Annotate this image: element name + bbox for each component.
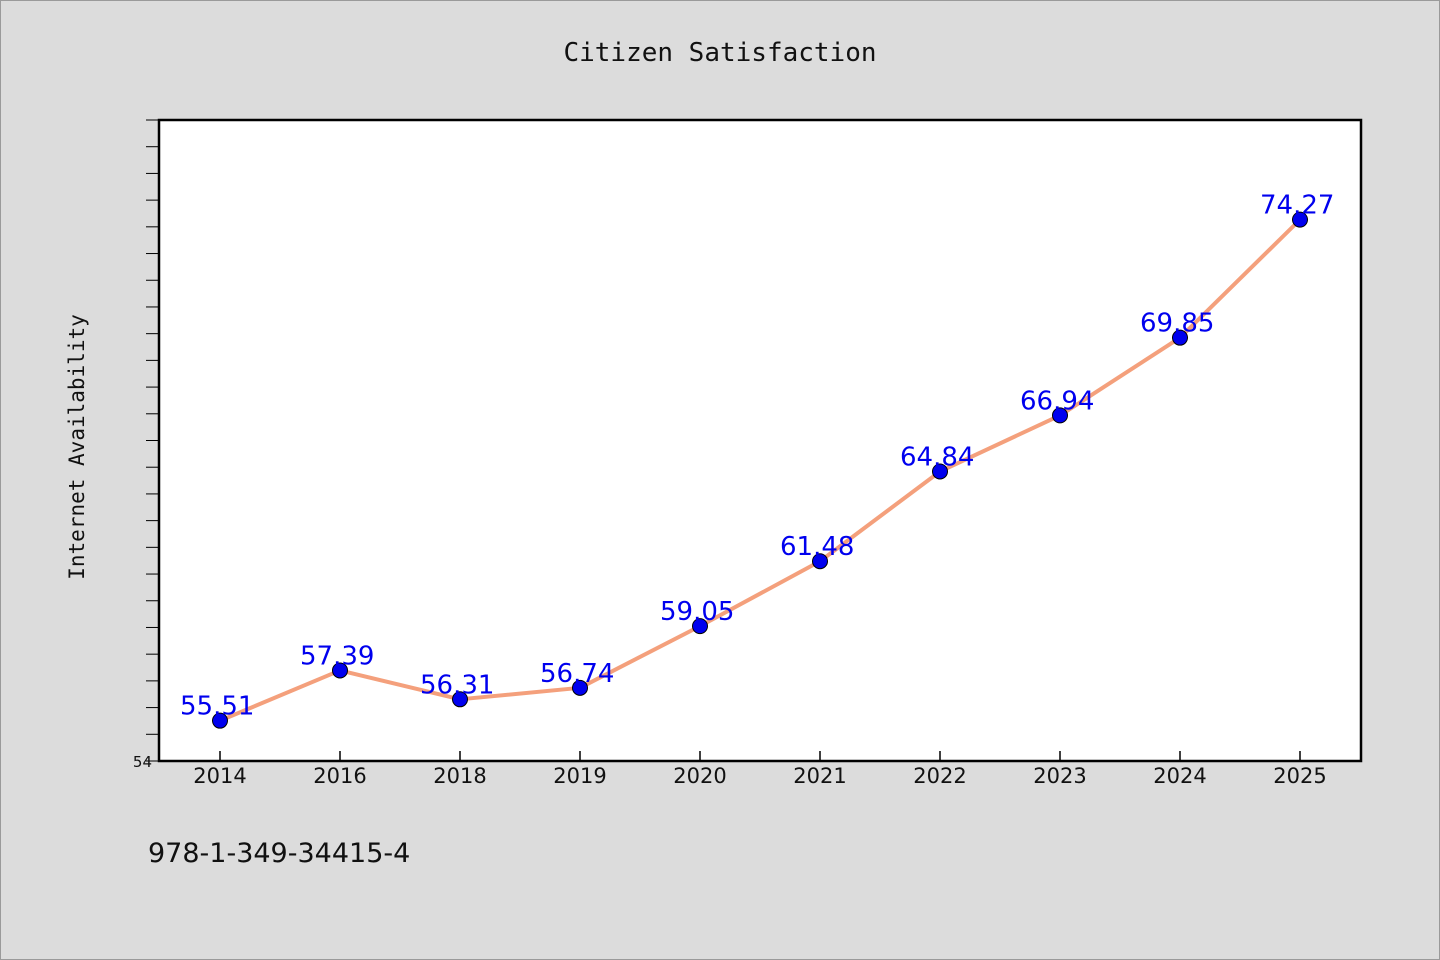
data-label: 56.31 (420, 670, 494, 700)
data-point (572, 679, 588, 696)
data-label: 61.48 (780, 532, 854, 562)
chart-title: Citizen Satisfaction (563, 38, 876, 68)
data-label: 59.05 (660, 597, 734, 627)
data-point (332, 662, 348, 679)
data-point (1052, 407, 1068, 424)
data-point (812, 553, 828, 570)
data-point (932, 463, 948, 480)
data-label: 74.27 (1260, 191, 1334, 221)
x-tick-label: 2025 (1273, 764, 1326, 788)
x-tick-label: 2016 (313, 764, 366, 788)
data-label: 69.85 (1140, 309, 1214, 339)
data-point (212, 712, 228, 729)
y-axis-label: Internet Availability (65, 314, 89, 580)
x-tick-label: 2023 (1033, 764, 1086, 788)
series-line (218, 217, 1302, 723)
data-label: 57.39 (300, 641, 374, 671)
data-label: 64.84 (900, 442, 974, 472)
y-axis-ticks: 54 (133, 119, 159, 771)
data-point (1292, 211, 1308, 228)
data-point (692, 618, 708, 635)
plot-border (157, 118, 1363, 763)
data-point (452, 691, 468, 708)
isbn-text: 978-1-349-34415-4 (148, 838, 410, 869)
x-tick-label: 2014 (193, 764, 246, 788)
data-label: 66.94 (1020, 386, 1094, 416)
series-group: 55.51 57.39 56.31 56.74 59.05 61.48 64.84 66.94… (180, 191, 1334, 729)
x-tick-label: 2018 (433, 764, 486, 788)
data-label: 55.51 (180, 692, 254, 722)
x-tick-label: 2024 (1153, 764, 1206, 788)
data-label: 56.74 (540, 659, 614, 689)
x-tick-label: 2022 (913, 764, 966, 788)
data-point (1172, 329, 1188, 346)
y-tick-label: 54 (133, 753, 152, 771)
x-tick-label: 2019 (553, 764, 606, 788)
x-tick-label: 2021 (793, 764, 846, 788)
plot-area (159, 120, 1361, 761)
x-tick-label: 2020 (673, 764, 726, 788)
x-axis-ticks: 2014 2016 2018 2019 2020 2021 2022 2023 2024 2025 (193, 751, 1327, 788)
